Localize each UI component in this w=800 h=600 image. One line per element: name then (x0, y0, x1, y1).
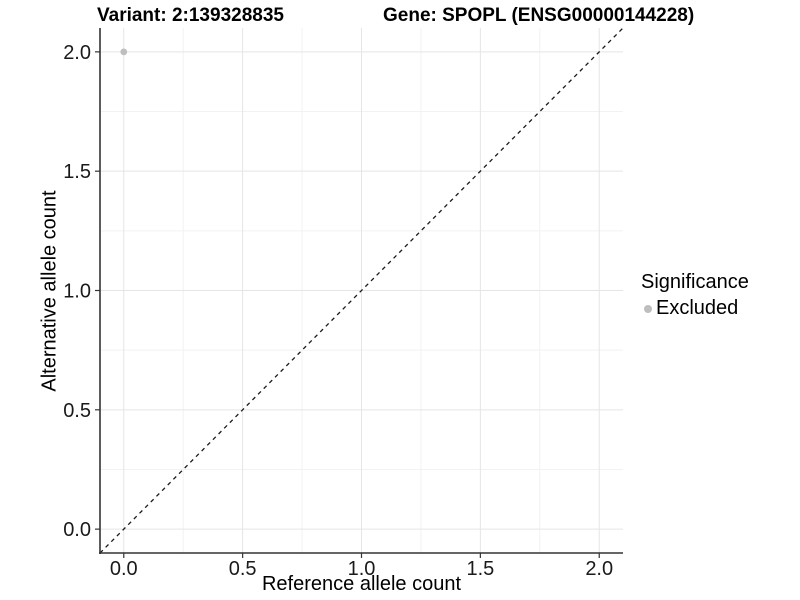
legend-entry-label: Excluded (656, 297, 739, 319)
y-tick-label: 0.5 (63, 400, 91, 422)
identity-dashed-line (99, 27, 624, 554)
x-tick-label: 2.0 (585, 558, 613, 580)
plot-title-variant: Variant: 2:139328835 (97, 5, 284, 26)
y-axis-title: Alternative allele count (38, 190, 61, 392)
y-tick-label: 1.5 (63, 161, 91, 183)
y-tick-label: 1.0 (63, 281, 91, 303)
legend-panel: Significance Excluded (641, 271, 749, 320)
y-tick-label: 0.0 (63, 519, 91, 541)
x-tick-label: 0.0 (110, 558, 138, 580)
x-tick-label: 1.5 (466, 558, 494, 580)
legend-entry-excluded: Excluded (641, 297, 749, 320)
y-tick-label: 2.0 (63, 42, 91, 64)
x-tick-label: 1.0 (348, 558, 376, 580)
legend-key-circle-icon (644, 304, 652, 313)
plot-title-gene: Gene: SPOPL (ENSG00000144228) (383, 5, 695, 26)
x-tick-label: 0.5 (229, 558, 257, 580)
legend-title: Significance (641, 271, 749, 293)
data-point (120, 48, 128, 56)
x-axis-title: Reference allele count (261, 573, 461, 595)
